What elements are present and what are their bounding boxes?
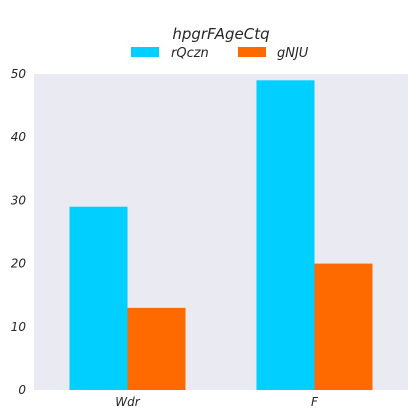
y-tick-label: 40 (11, 130, 27, 144)
y-tick-label: 50 (11, 67, 27, 81)
chart-title: hpgrFAgeCtq (172, 25, 269, 43)
bar-gNJU-F (314, 263, 373, 390)
x-tick-label: F (311, 395, 319, 409)
legend-label-rQczn: rQczn (171, 46, 209, 61)
legend-swatch-gNJU (238, 47, 266, 57)
bar-rQczn-Wdr (69, 206, 128, 390)
y-tick-label: 30 (11, 193, 27, 207)
bar-rQczn-F (256, 80, 315, 390)
x-axis-ticks: Wdr F (115, 395, 319, 409)
y-axis-ticks: 0 10 20 30 40 50 (11, 67, 27, 397)
y-tick-label: 20 (11, 257, 27, 271)
y-tick-label: 10 (11, 320, 27, 334)
bars (69, 80, 373, 390)
y-tick-label: 0 (18, 383, 26, 397)
legend-label-gNJU: gNJU (277, 46, 309, 61)
x-tick-label: Wdr (115, 395, 140, 409)
bar-gNJU-Wdr (127, 307, 186, 390)
legend-swatch-rQczn (131, 47, 159, 57)
legend: rQczn gNJU (131, 46, 309, 61)
